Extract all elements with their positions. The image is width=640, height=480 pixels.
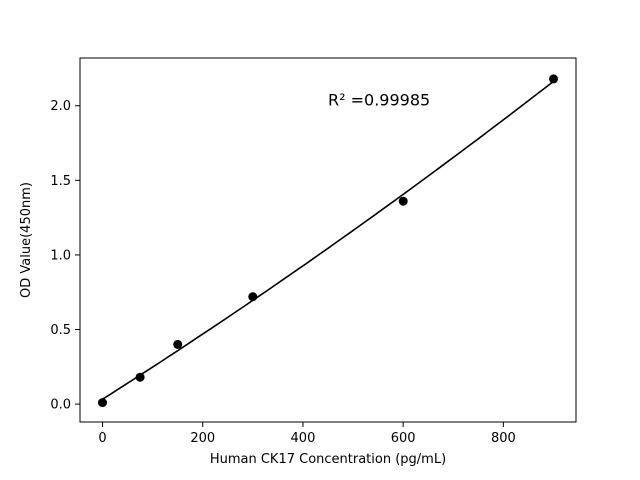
data-point xyxy=(135,372,145,382)
data-point xyxy=(248,292,258,302)
data-point xyxy=(173,339,183,349)
y-tick-label: 0.5 xyxy=(50,323,71,338)
data-point xyxy=(549,74,558,84)
y-axis-label: OD Value(450nm) xyxy=(19,182,34,298)
data-point xyxy=(98,398,107,408)
y-tick-label: 0.0 xyxy=(50,398,71,413)
x-tick-label: 400 xyxy=(291,431,316,446)
y-tick-label: 1.5 xyxy=(50,174,71,189)
x-tick-label: 600 xyxy=(391,431,416,446)
data-point xyxy=(398,196,408,206)
fit-line xyxy=(101,80,555,400)
x-axis-label: Human CK17 Concentration (pg/mL) xyxy=(210,452,446,467)
x-tick-label: 800 xyxy=(491,431,516,446)
r-squared-annotation: R² =0.99985 xyxy=(328,90,430,109)
y-tick-label: 2.0 xyxy=(50,99,71,114)
x-tick-label: 200 xyxy=(190,431,215,446)
y-tick-label: 1.0 xyxy=(50,248,71,263)
plot-border xyxy=(79,57,577,423)
x-tick-label: 0 xyxy=(98,431,106,446)
